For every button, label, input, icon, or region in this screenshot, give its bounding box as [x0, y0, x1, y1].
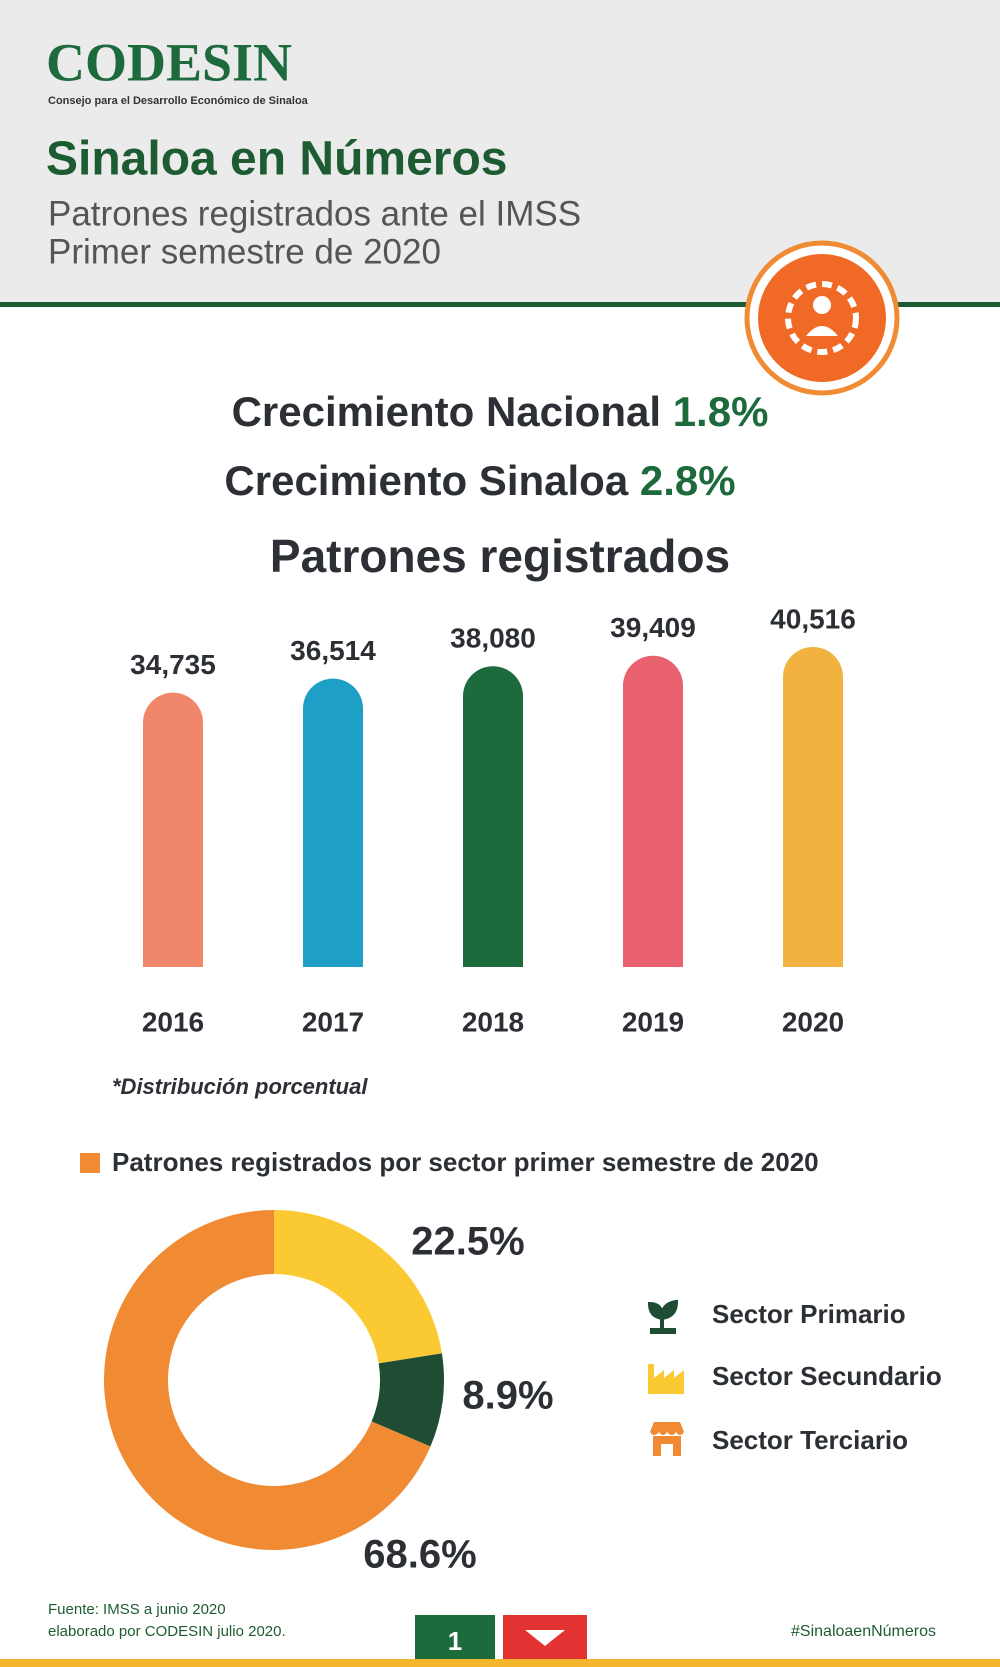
category-label: 2017: [302, 1006, 364, 1037]
donut-segment: [371, 1353, 444, 1447]
plant-icon: [647, 1299, 679, 1334]
legend-swatch: [80, 1153, 100, 1173]
bar-chart-title: Patrones registrados: [270, 530, 730, 582]
store-icon: [650, 1422, 684, 1456]
highlight-value: 2.8%: [640, 457, 736, 504]
value-label: 39,409: [610, 612, 696, 643]
factory-icon: [648, 1364, 684, 1394]
header-rule: [0, 302, 1000, 307]
page-box: [415, 1615, 495, 1667]
source: elaborado por CODESIN julio 2020.: [48, 1623, 286, 1640]
data-label: 8.9%: [462, 1374, 553, 1418]
value-label: 36,514: [290, 635, 376, 666]
value-label: 38,080: [450, 623, 536, 654]
legend-label: Sector Terciario: [712, 1425, 908, 1455]
bar: [463, 666, 523, 967]
category-label: 2019: [622, 1006, 684, 1037]
category-label: 2016: [142, 1006, 204, 1037]
icon-badge: [744, 240, 900, 396]
hashtag: #SinaloaenNúmeros: [791, 1623, 936, 1640]
bar: [143, 692, 203, 967]
bar: [783, 647, 843, 967]
category-label: 2020: [782, 1006, 844, 1037]
source: Fuente: IMSS a junio 2020: [48, 1601, 226, 1618]
data-label: 68.6%: [363, 1533, 476, 1577]
highlight: Crecimiento Sinaloa 2.8%: [224, 457, 735, 504]
value-label: 34,735: [130, 649, 216, 680]
donut-segment: [104, 1210, 431, 1550]
legend-label: Sector Secundario: [712, 1361, 942, 1391]
logo-subtitle: Consejo para el Desarrollo Económico de …: [48, 95, 309, 107]
title: Sinaloa en Números: [46, 133, 507, 186]
pie-title: Patrones registrados por sector primer s…: [112, 1147, 819, 1177]
value-label: 40,516: [770, 603, 856, 634]
page-number: 1: [448, 1626, 462, 1656]
highlight-value: 1.8%: [673, 388, 769, 435]
next-arrow: [525, 1630, 565, 1646]
subtitle: Patrones registrados ante el IMSS: [48, 194, 581, 233]
legend-icons: [647, 1299, 684, 1456]
bar: [303, 678, 363, 967]
bottom-rule: [0, 1659, 1000, 1667]
note: *Distribución porcentual: [112, 1074, 368, 1099]
highlight-label: Crecimiento Sinaloa: [224, 457, 628, 504]
highlight: Crecimiento Nacional 1.8%: [232, 388, 769, 435]
legend-label: Sector Primario: [712, 1299, 906, 1329]
logo: CODESIN: [46, 32, 292, 92]
donut-segment: [274, 1210, 442, 1364]
subtitle: Primer semestre de 2020: [48, 232, 441, 271]
bar: [623, 655, 683, 967]
data-label: 22.5%: [411, 1220, 524, 1264]
category-label: 2018: [462, 1006, 524, 1037]
highlight-label: Crecimiento Nacional: [232, 388, 661, 435]
